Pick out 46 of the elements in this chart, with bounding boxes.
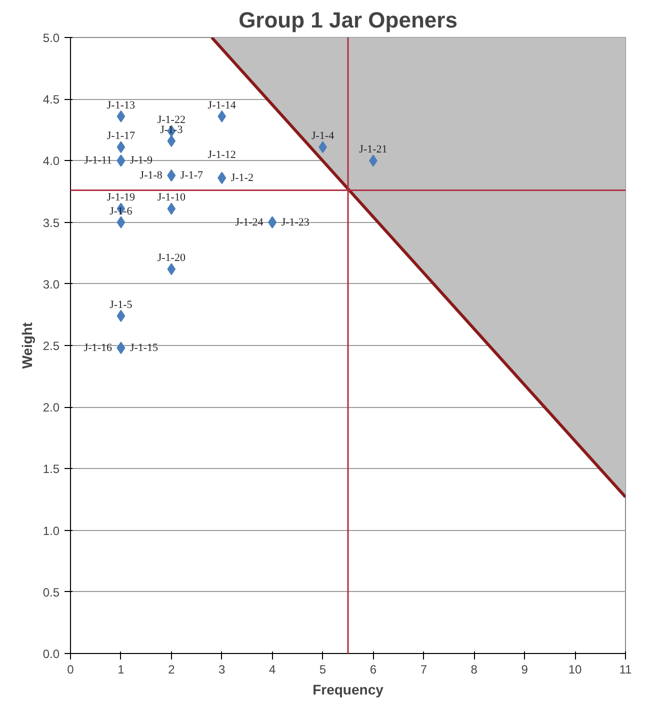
data-label: J-1-22 xyxy=(157,114,186,126)
x-tick-label: 4 xyxy=(268,662,276,676)
data-label: J-1-15 xyxy=(130,342,159,354)
x-tick-label: 8 xyxy=(470,662,478,676)
x-tick-label: 1 xyxy=(118,662,125,676)
x-tick-label: 7 xyxy=(420,662,428,676)
data-label: J-1-20 xyxy=(157,252,186,264)
x-tick-label: 0 xyxy=(67,662,74,676)
y-tick-label: 1.0 xyxy=(42,524,60,538)
data-label: J-1-7 xyxy=(180,169,204,182)
data-label: J-1-10 xyxy=(157,192,186,204)
y-tick-label: 1.5 xyxy=(42,462,60,476)
data-label: J-1-19 xyxy=(106,192,136,204)
x-tick-label: 11 xyxy=(619,662,632,676)
data-label: J-1-11 xyxy=(84,154,112,167)
y-tick-label: 0.0 xyxy=(42,647,60,661)
x-tick-label: 5 xyxy=(319,662,326,676)
data-label: J-1-23 xyxy=(281,216,310,228)
chart-title: Group 1 Jar Openers xyxy=(238,8,458,32)
data-label: J-1-9 xyxy=(130,154,154,167)
y-tick-label: 4.5 xyxy=(42,92,60,107)
data-label: J-1-2 xyxy=(230,172,254,184)
data-label: J-1-5 xyxy=(110,298,133,311)
data-label: J-1-21 xyxy=(359,144,388,156)
y-tick-label: 3.0 xyxy=(42,277,60,292)
y-axis-title: Weight xyxy=(18,322,35,369)
y-tick-label: 0.5 xyxy=(42,585,60,600)
data-label: J-1-24 xyxy=(235,216,264,228)
y-tick-label: 4.0 xyxy=(42,154,60,168)
x-tick-label: 9 xyxy=(521,662,528,676)
data-label: J-1-13 xyxy=(106,99,136,112)
data-label: J-1-12 xyxy=(208,148,236,161)
x-tick-label: 6 xyxy=(370,662,377,676)
y-tick-label: 2.0 xyxy=(42,400,60,415)
data-label: J-1-4 xyxy=(311,130,335,142)
data-label: J-1-8 xyxy=(140,169,163,182)
x-tick-label: 10 xyxy=(568,662,582,676)
y-tick-label: 5.0 xyxy=(42,31,60,45)
x-tick-label: 2 xyxy=(168,662,176,676)
data-label: J-1-16 xyxy=(84,342,112,354)
x-tick-label: 3 xyxy=(218,662,226,676)
x-axis-title: Frequency xyxy=(312,682,384,698)
y-tick-label: 3.5 xyxy=(42,216,60,230)
data-label: J-1-17 xyxy=(106,130,136,142)
data-label: J-1-14 xyxy=(208,99,236,112)
y-tick-label: 2.5 xyxy=(42,339,60,353)
